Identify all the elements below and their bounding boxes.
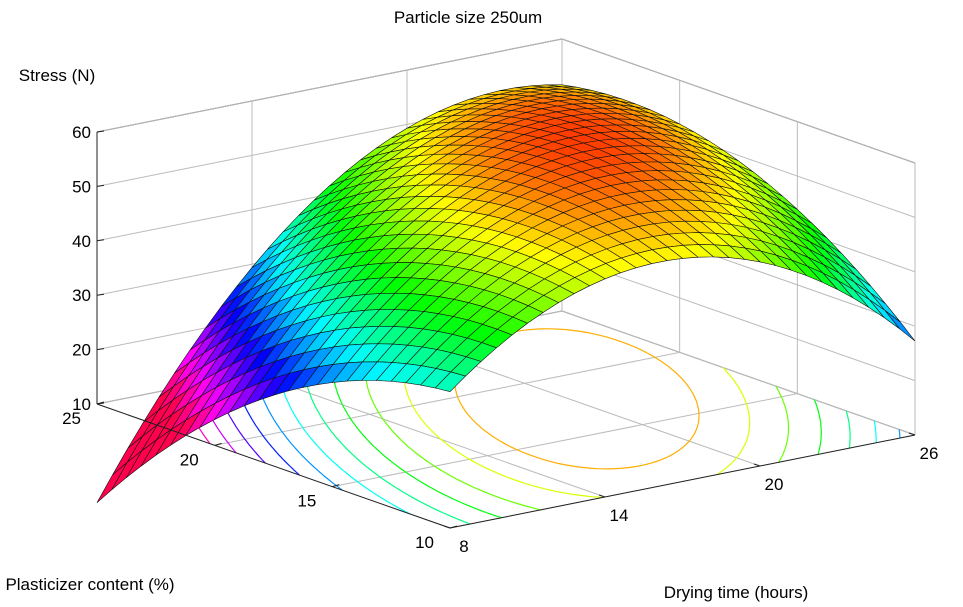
- y-tick: [214, 442, 222, 446]
- x-tick-label: 14: [610, 506, 629, 525]
- z-tick-label: 20: [72, 341, 91, 360]
- x-axis-line: [449, 434, 916, 529]
- y-axis-label: Plasticizer content (%): [5, 575, 174, 594]
- x-tick-label: 26: [920, 444, 939, 463]
- y-tick: [449, 525, 458, 529]
- y-gridline: [214, 351, 680, 446]
- x-axis-label: Drying time (hours): [664, 583, 809, 602]
- surface-mesh: [96, 84, 916, 503]
- z-tick-label: 40: [72, 232, 91, 251]
- z-tick-label: 30: [72, 286, 91, 305]
- x-tick: [753, 463, 761, 467]
- x-tick: [598, 494, 606, 498]
- z-gridline: [561, 256, 916, 382]
- y-axis-line: [96, 403, 451, 529]
- z-tick: [96, 130, 105, 133]
- x-gridline: [561, 310, 916, 436]
- y-tick-label: 10: [415, 533, 434, 552]
- z-tick: [96, 239, 105, 242]
- surface-patch: [434, 371, 467, 393]
- x-tick-label: 8: [459, 537, 468, 556]
- x-tick: [443, 525, 451, 529]
- axis-ticks: 10 20 30 40 50 60 8 14 20 26 10 15 20 25: [62, 123, 938, 556]
- surface-patch: [96, 462, 128, 503]
- y-tick-label: 15: [297, 492, 316, 511]
- x-gridline: [251, 372, 606, 498]
- z-gridline: [96, 38, 563, 133]
- z-gridline: [561, 38, 916, 164]
- y-gridline: [332, 393, 798, 488]
- x-tick-label: 20: [765, 475, 784, 494]
- y-tick-label: 20: [180, 450, 199, 469]
- axes-box-front: [96, 132, 916, 529]
- y-tick: [96, 401, 105, 405]
- chart-title: Particle size 250um: [394, 8, 542, 27]
- contour-line: [254, 372, 901, 491]
- surface-patch: [884, 310, 916, 342]
- z-tick-label: 10: [72, 395, 91, 414]
- y-tick: [332, 484, 340, 488]
- z-tick: [96, 184, 105, 187]
- z-tick-label: 50: [72, 177, 91, 196]
- z-tick-label: 60: [72, 123, 91, 142]
- z-axis-label: Stress (N): [19, 66, 96, 85]
- z-tick: [96, 293, 105, 296]
- x-tick: [908, 432, 916, 436]
- z-tick: [96, 348, 105, 351]
- y-tick-label: 25: [62, 409, 81, 428]
